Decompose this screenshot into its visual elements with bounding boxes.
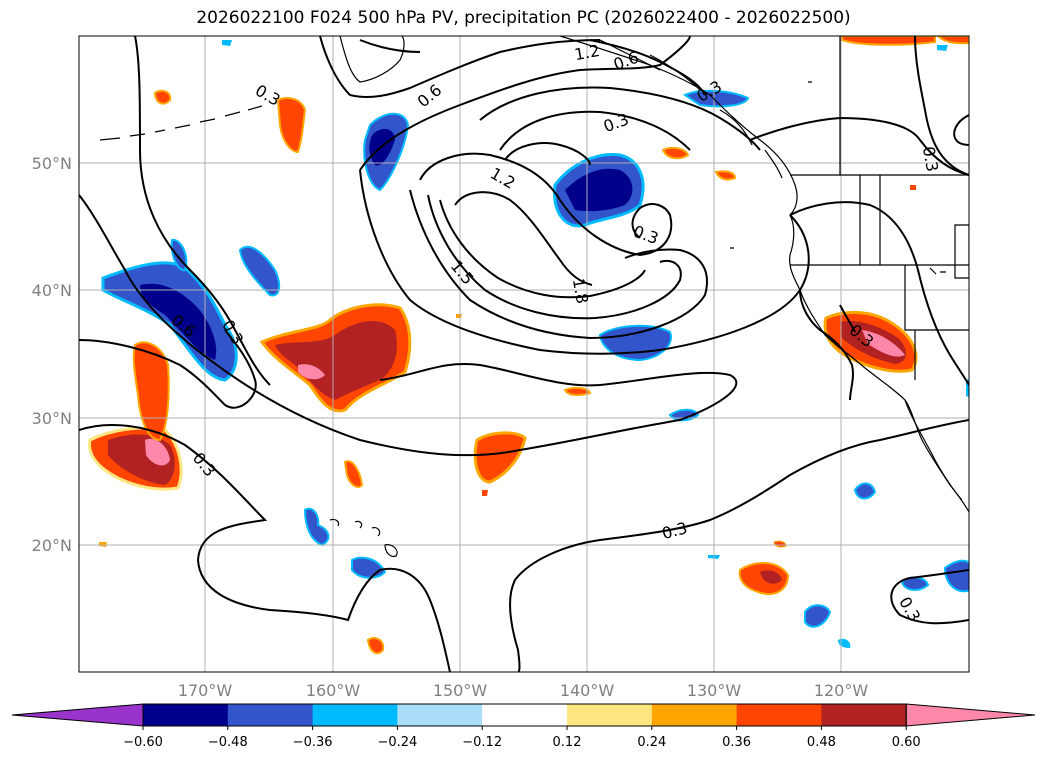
colorbar-tick-label: 0.12: [553, 735, 582, 750]
pv-contour: [454, 191, 593, 286]
precip-blob: [943, 559, 969, 593]
pv-contour: [359, 169, 810, 355]
colorbar-segment: [567, 704, 653, 726]
precip-blob: [366, 637, 385, 655]
pv-contours: [79, 36, 969, 672]
pv-contour: [799, 289, 856, 401]
colorbar-tick-label: −0.24: [377, 735, 417, 750]
pv-contour: [914, 36, 969, 176]
pv-contour: [439, 199, 646, 299]
precip-blob: [563, 386, 592, 396]
contour-label: 1.2: [573, 41, 601, 64]
colorbar-tick-label: 0.48: [807, 735, 836, 750]
precip-blob: [853, 482, 877, 500]
pv-contour: [479, 86, 761, 151]
precip-blob: [473, 431, 527, 484]
lon-label-160w: 160°W: [306, 681, 361, 700]
graticule: [79, 36, 969, 672]
colorbar-segment: [651, 704, 738, 726]
precip-blob: [303, 507, 330, 547]
precip-blob: [456, 314, 462, 318]
lat-label-20: 20°N: [32, 536, 72, 555]
colorbar-extend-low: [11, 703, 144, 727]
precip-blob: [936, 36, 969, 45]
precip-blob: [841, 36, 936, 46]
precip-blob: [153, 89, 172, 105]
colorbar-tick-label: −0.12: [462, 735, 502, 750]
precip-blob: [804, 604, 832, 628]
pv-contour: [427, 194, 682, 320]
colorbar-tick-label: −0.48: [208, 735, 248, 750]
lon-label-120w: 120°W: [814, 681, 869, 700]
colorbar-tick-label: −0.60: [123, 735, 163, 750]
lon-label-170w: 170°W: [178, 681, 233, 700]
pv-contour: [499, 110, 691, 151]
lon-label-140w: 140°W: [560, 681, 615, 700]
pv-contour: [319, 36, 601, 98]
colorbar-segment: [143, 704, 229, 726]
colorbar-segment: [397, 704, 483, 726]
colorbar-tick-label: −0.36: [293, 735, 333, 750]
pv-contour: [134, 36, 271, 386]
pv-contour: [79, 329, 257, 409]
precip-blob: [661, 146, 690, 160]
pv-contour: [504, 142, 591, 166]
precip-blob: [910, 185, 916, 190]
colorbar-frame: [142, 703, 907, 727]
lat-label-50: 50°N: [32, 154, 72, 173]
precip-blob: [714, 170, 737, 181]
precip-blob: [132, 341, 170, 442]
longitude-labels: 170°W 160°W 150°W 140°W 130°W 120°W: [178, 681, 869, 700]
precip-blob: [222, 40, 232, 46]
pv-contour: [419, 152, 673, 257]
lat-label-30: 30°N: [32, 409, 72, 428]
precip-blob: [862, 330, 905, 357]
coastlines: [99, 36, 969, 557]
colorbar-tick-label: 0.36: [722, 735, 751, 750]
colorbar: [11, 703, 1036, 727]
precip-positive-areas: [88, 36, 969, 655]
pv-contour: [359, 39, 421, 53]
pv-contour: [789, 201, 969, 386]
precip-blob: [140, 283, 217, 360]
precip-blob: [565, 168, 633, 212]
colorbar-tick-label: 0.24: [637, 735, 666, 750]
colorbar-segment: [312, 704, 398, 726]
pv-contour: [359, 36, 691, 171]
pv-contour: [589, 39, 706, 96]
lon-label-150w: 150°W: [433, 681, 488, 700]
colorbar-tick-labels: −0.60 −0.48 −0.36 −0.24 −0.12 0.12 0.24 0.36 0.4…: [123, 726, 921, 750]
pv-contour: [79, 194, 738, 457]
precip-blob: [760, 570, 782, 584]
colorbar-segment: [821, 704, 907, 726]
precip-blob: [937, 45, 948, 51]
colorbar-tick-label: 0.60: [892, 735, 921, 750]
map-frame: [78, 35, 970, 673]
precip-blob: [275, 320, 397, 400]
contour-label: 0.3: [919, 145, 942, 173]
precip-blob: [482, 490, 488, 496]
contour-label: 1.8: [569, 277, 592, 305]
lon-label-130w: 130°W: [687, 681, 742, 700]
pv-contour: [749, 116, 969, 176]
colorbar-extend-high: [905, 703, 1036, 727]
pv-contour: [953, 114, 969, 146]
precip-blob: [298, 364, 325, 380]
precip-blob: [343, 460, 364, 488]
precip-blob: [145, 438, 170, 466]
colorbar-segment: [482, 704, 568, 726]
pv-contour: [509, 419, 969, 672]
precip-blob: [238, 245, 281, 297]
lat-label-40: 40°N: [32, 281, 72, 300]
colorbar-segment: [227, 704, 314, 726]
pv-contour: [79, 424, 451, 672]
pv-contour: [890, 569, 969, 625]
pv-contour: [409, 189, 708, 340]
latitude-labels: 50°N 40°N 30°N 20°N: [32, 154, 72, 555]
map-title: 2026022100 F024 500 hPa PV, precipitatio…: [196, 8, 851, 28]
colorbar-segment: [736, 704, 822, 726]
precip-blob: [276, 97, 307, 154]
